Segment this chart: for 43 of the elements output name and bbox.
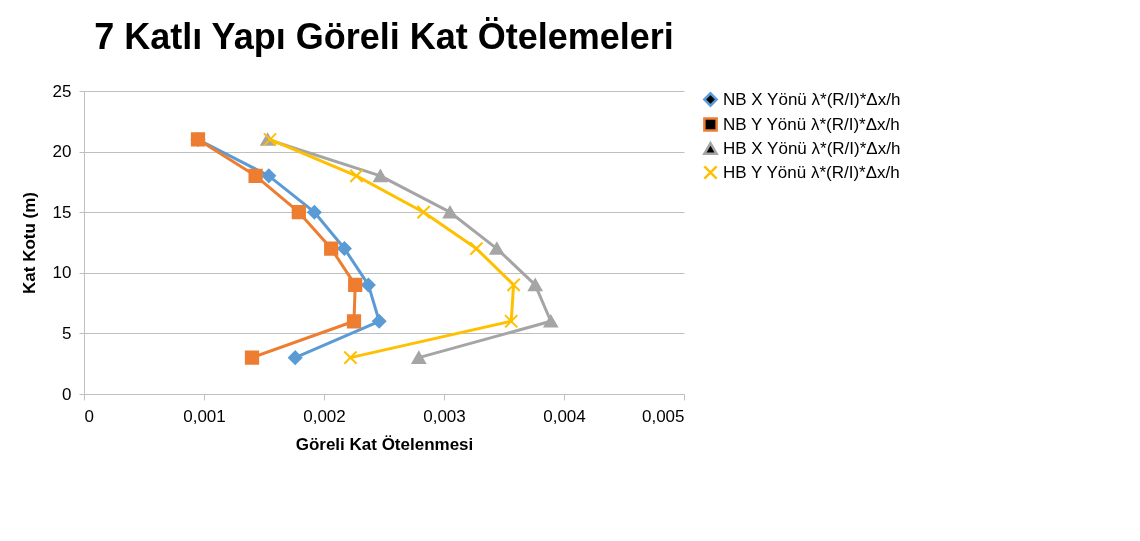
point: [346, 314, 362, 329]
x-tick-label: 0,001: [183, 406, 226, 426]
y-tick-label: 5: [62, 323, 72, 343]
x-tick-label: 0,003: [423, 406, 466, 426]
legend-label: NB X Yönü λ*(R/I)*Δx/h: [723, 89, 901, 109]
point: [372, 314, 387, 329]
point: [244, 350, 260, 365]
legend-label: NB Y Yönü λ*(R/I)*Δx/h: [723, 114, 900, 134]
x-axis-title: Göreli Kat Ötelenmesi: [295, 434, 474, 454]
point: [506, 277, 521, 293]
point: [349, 168, 364, 183]
x-tick-label: 0,004: [543, 406, 586, 426]
point: [261, 168, 276, 183]
point: [348, 277, 363, 293]
y-axis-title: Kat Kotu (m): [19, 192, 39, 294]
x-tick-label: 0,002: [303, 406, 346, 426]
point: [504, 314, 519, 329]
point: [543, 314, 558, 328]
point: [307, 205, 322, 220]
y-tick-label: 0: [62, 384, 72, 404]
y-tick-label: 20: [52, 142, 72, 162]
point: [361, 277, 376, 293]
point: [416, 205, 431, 220]
y-tick-label: 15: [52, 202, 72, 222]
x-tick-label: 0,005: [641, 406, 685, 426]
point: [442, 205, 458, 219]
point: [291, 205, 306, 220]
point: [288, 350, 303, 365]
point: [411, 351, 426, 364]
point: [528, 278, 543, 292]
point: [248, 168, 263, 183]
point: [337, 241, 352, 256]
point: [343, 350, 358, 365]
point: [469, 241, 484, 256]
y-tick-label: 25: [52, 81, 72, 101]
chart-title: 7 Katlı Yapı Göreli Kat Ötelemeleri: [94, 16, 674, 57]
point: [489, 242, 504, 255]
point: [324, 241, 339, 256]
x-tick-label: 0: [84, 406, 94, 426]
legend-label: HB X Yönü λ*(R/I)*Δx/h: [723, 138, 901, 158]
point: [373, 169, 388, 183]
legend-label: HB Y Yönü λ*(R/I)*Δx/h: [723, 162, 900, 182]
y-tick-label: 10: [52, 263, 72, 283]
